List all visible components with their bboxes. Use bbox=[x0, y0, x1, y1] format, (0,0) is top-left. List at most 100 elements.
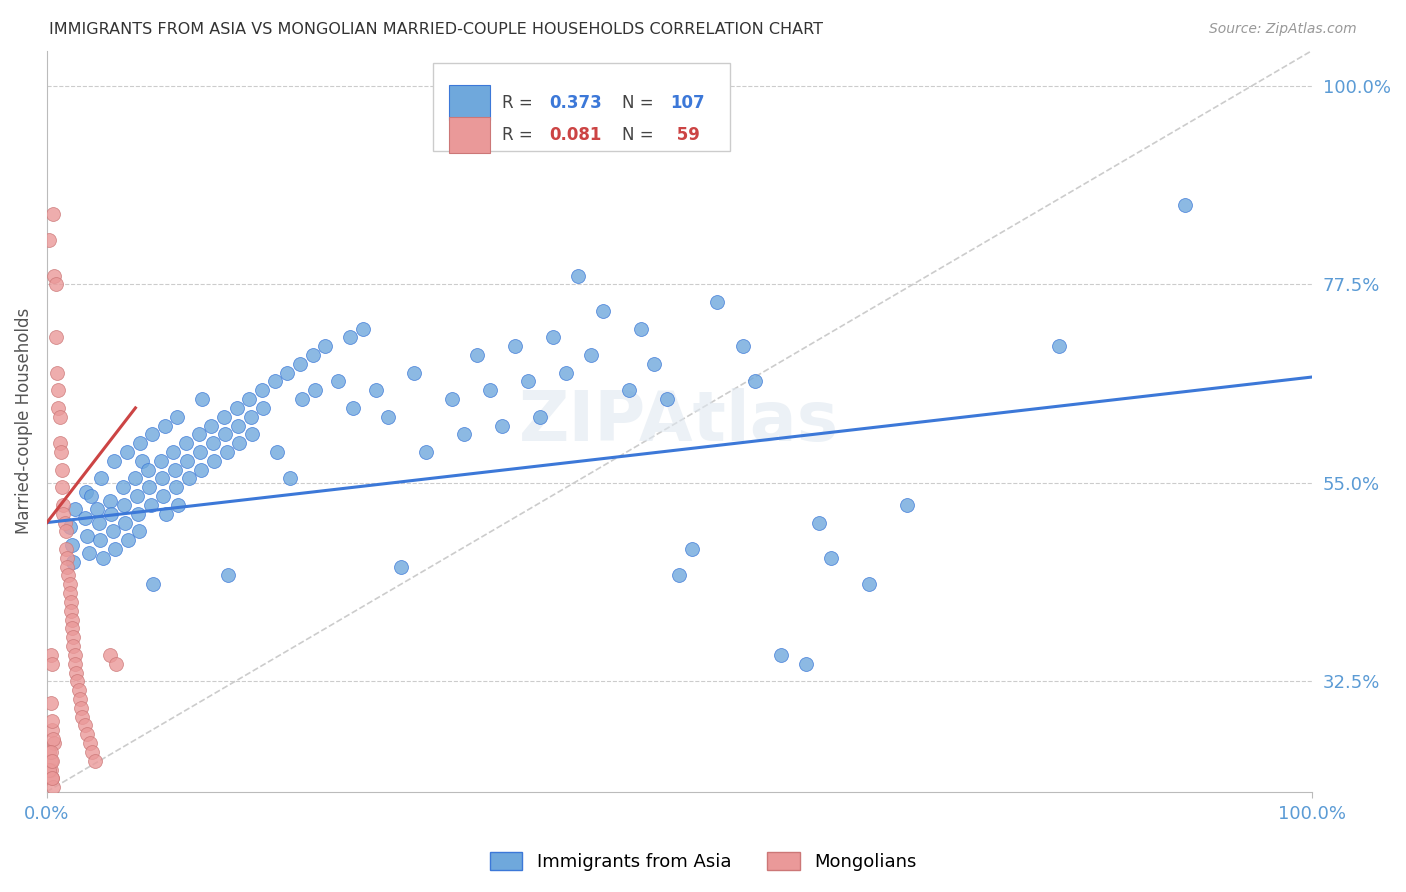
Point bbox=[478, 384, 501, 398]
Point bbox=[98, 493, 121, 508]
Point bbox=[114, 516, 136, 530]
Point bbox=[60, 613, 83, 627]
Point bbox=[48, 409, 70, 424]
Point bbox=[62, 555, 84, 569]
Point bbox=[163, 463, 186, 477]
Y-axis label: Married-couple Households: Married-couple Households bbox=[15, 308, 32, 534]
Point bbox=[53, 516, 76, 530]
Point bbox=[744, 375, 766, 389]
Point bbox=[41, 772, 63, 786]
Text: R =: R = bbox=[502, 94, 538, 112]
Point bbox=[1047, 339, 1070, 353]
Text: N =: N = bbox=[623, 126, 659, 144]
Point bbox=[73, 511, 96, 525]
Point bbox=[389, 559, 412, 574]
Point bbox=[38, 233, 60, 247]
Legend: Immigrants from Asia, Mongolians: Immigrants from Asia, Mongolians bbox=[482, 845, 924, 879]
Point bbox=[252, 401, 274, 415]
Point bbox=[100, 507, 122, 521]
Point bbox=[162, 445, 184, 459]
Point bbox=[352, 321, 374, 335]
Point bbox=[63, 502, 86, 516]
Point bbox=[52, 498, 75, 512]
Point bbox=[238, 392, 260, 406]
Point bbox=[66, 674, 89, 689]
Point bbox=[731, 339, 754, 353]
Point bbox=[70, 700, 93, 714]
Text: ZIPAtlas: ZIPAtlas bbox=[519, 388, 839, 455]
Point bbox=[44, 268, 66, 283]
Point bbox=[86, 502, 108, 516]
Point bbox=[38, 763, 60, 777]
Point bbox=[41, 772, 63, 786]
Point bbox=[152, 489, 174, 503]
Point bbox=[89, 533, 111, 548]
Point bbox=[48, 436, 70, 450]
Point bbox=[138, 480, 160, 494]
Point bbox=[377, 409, 399, 424]
Point bbox=[59, 604, 82, 618]
Point bbox=[617, 384, 640, 398]
Point bbox=[174, 436, 197, 450]
Point bbox=[554, 366, 576, 380]
Point bbox=[239, 409, 262, 424]
Point bbox=[150, 471, 173, 485]
Point bbox=[79, 736, 101, 750]
Point bbox=[288, 357, 311, 371]
Point bbox=[52, 507, 75, 521]
Point bbox=[115, 445, 138, 459]
Point bbox=[76, 529, 98, 543]
Point bbox=[91, 550, 114, 565]
Point bbox=[167, 498, 190, 512]
Point bbox=[63, 648, 86, 662]
FancyBboxPatch shape bbox=[433, 63, 730, 151]
Point bbox=[228, 436, 250, 450]
Point bbox=[166, 409, 188, 424]
Point bbox=[136, 463, 159, 477]
Point bbox=[529, 409, 551, 424]
Text: R =: R = bbox=[502, 126, 538, 144]
Point bbox=[191, 392, 214, 406]
Point bbox=[314, 339, 336, 353]
Point bbox=[215, 445, 238, 459]
Point bbox=[127, 507, 149, 521]
Point bbox=[73, 718, 96, 732]
Point bbox=[820, 550, 842, 565]
Point bbox=[39, 754, 62, 768]
Point bbox=[62, 639, 84, 653]
Point bbox=[896, 498, 918, 512]
Point bbox=[55, 524, 77, 539]
Point bbox=[104, 542, 127, 557]
Point bbox=[177, 471, 200, 485]
Point bbox=[342, 401, 364, 415]
Point bbox=[42, 731, 65, 746]
Point bbox=[415, 445, 437, 459]
FancyBboxPatch shape bbox=[449, 117, 489, 153]
Point bbox=[75, 484, 97, 499]
Point bbox=[49, 445, 72, 459]
Point bbox=[291, 392, 314, 406]
Point bbox=[38, 745, 60, 759]
Point bbox=[276, 366, 298, 380]
Text: N =: N = bbox=[623, 94, 659, 112]
Point bbox=[42, 207, 65, 221]
Point bbox=[45, 277, 67, 292]
Point bbox=[681, 542, 703, 557]
Point bbox=[62, 630, 84, 644]
Point bbox=[217, 568, 239, 582]
Point bbox=[200, 418, 222, 433]
Point bbox=[67, 683, 90, 698]
Point bbox=[212, 409, 235, 424]
Text: 59: 59 bbox=[671, 126, 699, 144]
Point bbox=[278, 471, 301, 485]
Point bbox=[101, 524, 124, 539]
Point bbox=[65, 665, 87, 680]
Point bbox=[326, 375, 349, 389]
Point bbox=[516, 375, 538, 389]
Point bbox=[655, 392, 678, 406]
Point bbox=[125, 489, 148, 503]
Point bbox=[706, 295, 728, 310]
Point bbox=[807, 516, 830, 530]
Point bbox=[339, 330, 361, 344]
Point bbox=[82, 745, 104, 759]
